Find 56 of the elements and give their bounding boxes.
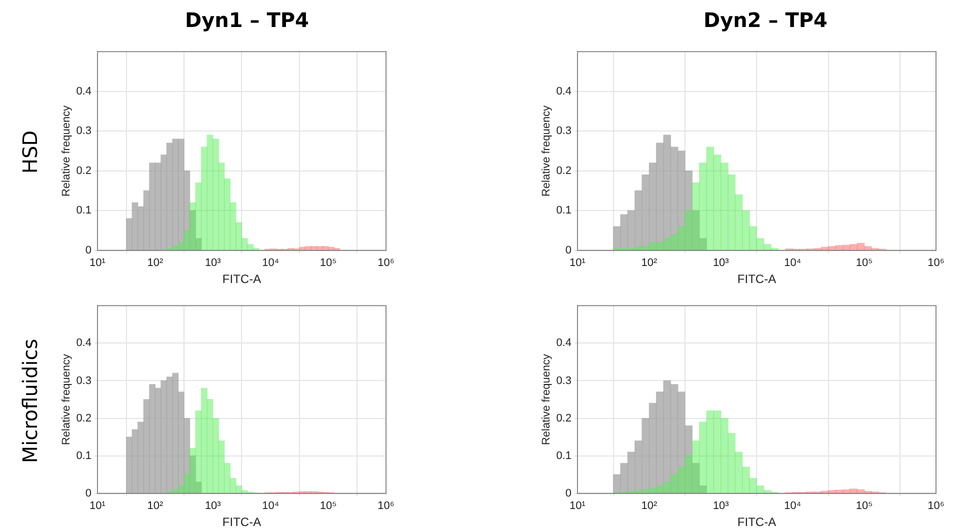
x-tick-label: 10⁴ <box>262 500 280 512</box>
y-tick-label: 0 <box>85 244 92 256</box>
y-tick-label: 0 <box>85 487 92 500</box>
x-tick-label: 10⁶ <box>928 500 944 512</box>
y-tick-label: 0.2 <box>76 412 92 424</box>
x-tick-label: 10⁴ <box>784 500 802 512</box>
x-tick-label: 10¹ <box>570 257 586 270</box>
x-tick-label: 10² <box>641 500 658 512</box>
x-tick-label: 10⁵ <box>320 257 337 270</box>
y-tick-label: 0 <box>565 244 572 256</box>
x-tick-label: 10⁶ <box>378 500 394 512</box>
y-tick-label: 0.3 <box>76 374 92 387</box>
x-tick-label: 10³ <box>204 257 222 270</box>
y-tick-label: 0.2 <box>76 164 92 177</box>
y-tick-label: 0.4 <box>76 337 92 350</box>
x-tick-label: 10² <box>641 257 658 270</box>
text: Microfluidics <box>18 339 42 464</box>
y-tick-label: 0.2 <box>556 164 572 177</box>
y-tick-label: 0.1 <box>76 450 92 462</box>
y-tick-label: 0.1 <box>76 204 92 217</box>
x-tick-label: 10⁵ <box>856 500 873 512</box>
x-tick-label: 10⁶ <box>928 257 944 270</box>
y-tick-label: 0.4 <box>556 85 572 98</box>
chart-title: Dyn1 – TP4 <box>185 8 309 32</box>
y-tick-label: 0.4 <box>76 85 92 98</box>
x-tick-label: 10⁴ <box>784 257 802 270</box>
y-axis-title: Relative frequency <box>60 353 73 446</box>
y-tick-label: 0.3 <box>76 125 92 138</box>
chart-title: Dyn2 – TP4 <box>704 8 828 32</box>
x-tick-label: 10¹ <box>90 500 106 512</box>
y-tick-label: 0.4 <box>556 337 572 350</box>
y-axis-title: Relative frequency <box>60 104 73 197</box>
y-tick-label: 0.2 <box>556 412 572 424</box>
x-tick-label: 10¹ <box>570 500 586 512</box>
x-tick-label: 10² <box>147 500 164 512</box>
x-axis-title: FITC-A <box>222 515 262 530</box>
x-tick-label: 10⁶ <box>378 257 394 270</box>
y-tick-label: 0.3 <box>556 374 572 387</box>
y-axis-title: Relative frequency <box>540 104 553 197</box>
x-axis-title: FITC-A <box>737 272 776 286</box>
y-axis-title: Relative frequency <box>540 353 553 446</box>
y-tick-label: 0.3 <box>556 125 572 138</box>
x-tick-label: 10³ <box>712 500 730 512</box>
y-tick-label: 0.1 <box>556 204 572 217</box>
x-tick-label: 10⁵ <box>856 257 873 270</box>
text: HSD <box>18 130 42 174</box>
x-axis-title: FITC-A <box>737 515 776 530</box>
x-tick-label: 10³ <box>204 500 222 512</box>
x-tick-label: 10⁴ <box>262 257 280 270</box>
x-tick-label: 10⁵ <box>320 500 337 512</box>
x-tick-label: 10³ <box>712 257 730 270</box>
y-tick-label: 0.1 <box>556 450 572 462</box>
x-axis-title: FITC-A <box>222 272 262 286</box>
x-tick-label: 10² <box>147 257 164 270</box>
x-tick-label: 10¹ <box>90 257 106 270</box>
y-tick-label: 0 <box>565 487 572 500</box>
